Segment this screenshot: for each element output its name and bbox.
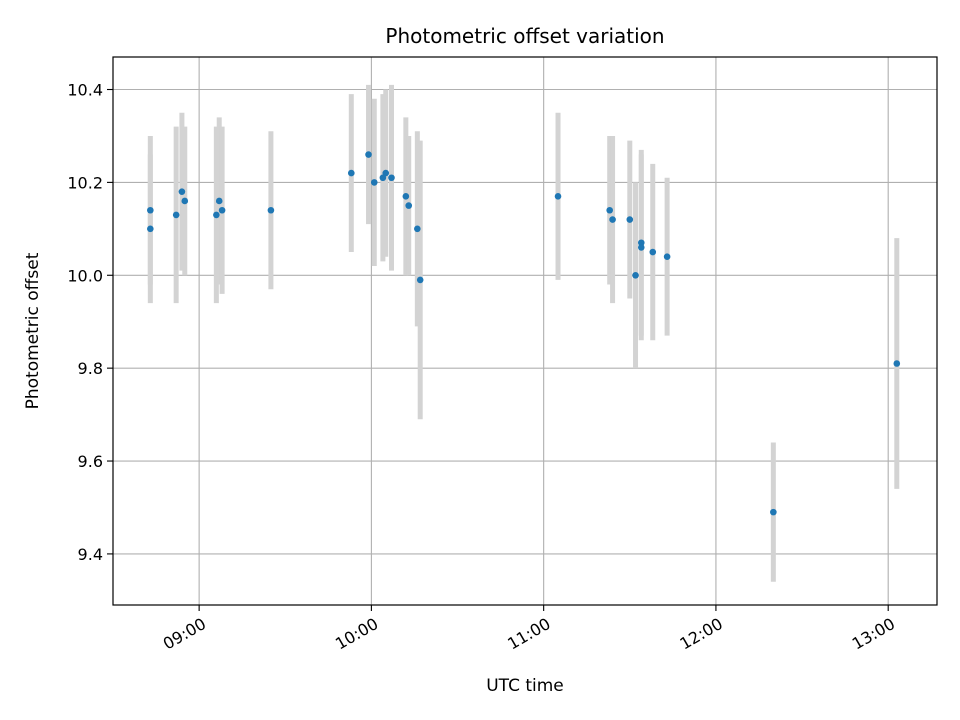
chart-title: Photometric offset variation (385, 24, 664, 48)
y-tick-label: 9.6 (78, 452, 103, 471)
data-point (893, 360, 901, 367)
data-point (770, 508, 777, 516)
data-point (382, 169, 390, 177)
data-point (181, 197, 189, 205)
data-point (663, 253, 671, 260)
data-point (405, 202, 413, 209)
data-point (609, 216, 616, 223)
data-point (147, 206, 154, 214)
y-tick-label: 9.8 (78, 359, 103, 378)
data-point (637, 244, 645, 251)
data-point (215, 197, 223, 205)
data-points (147, 151, 901, 516)
y-axis-ticks: 9.4 9.6 9.8 10.0 10.2 10.4 (67, 81, 113, 564)
x-axis-label: UTC time (486, 676, 564, 696)
y-axis-label: Photometric offset (23, 252, 43, 409)
data-point (147, 225, 154, 233)
data-point (649, 248, 657, 256)
y-tick-label: 9.4 (78, 545, 103, 564)
data-point (388, 174, 395, 182)
y-tick-label: 10.4 (67, 81, 103, 100)
data-point (414, 225, 421, 233)
data-point (632, 271, 639, 279)
plot-frame (112, 56, 938, 606)
data-point (267, 206, 275, 214)
data-point (626, 216, 634, 223)
data-point (370, 179, 378, 186)
data-point (178, 188, 186, 195)
y-tick-label: 10.2 (67, 173, 103, 192)
y-tick-label: 10.0 (67, 266, 103, 285)
plot-area (113, 57, 937, 605)
data-point (213, 211, 220, 219)
data-point (637, 239, 645, 247)
data-point (218, 206, 226, 214)
data-point (402, 193, 410, 200)
data-point (606, 206, 613, 214)
data-point (554, 193, 562, 200)
data-point (365, 151, 372, 158)
data-point (416, 276, 424, 284)
data-point (172, 211, 180, 219)
data-point (347, 169, 355, 177)
grid-lines (113, 57, 937, 605)
